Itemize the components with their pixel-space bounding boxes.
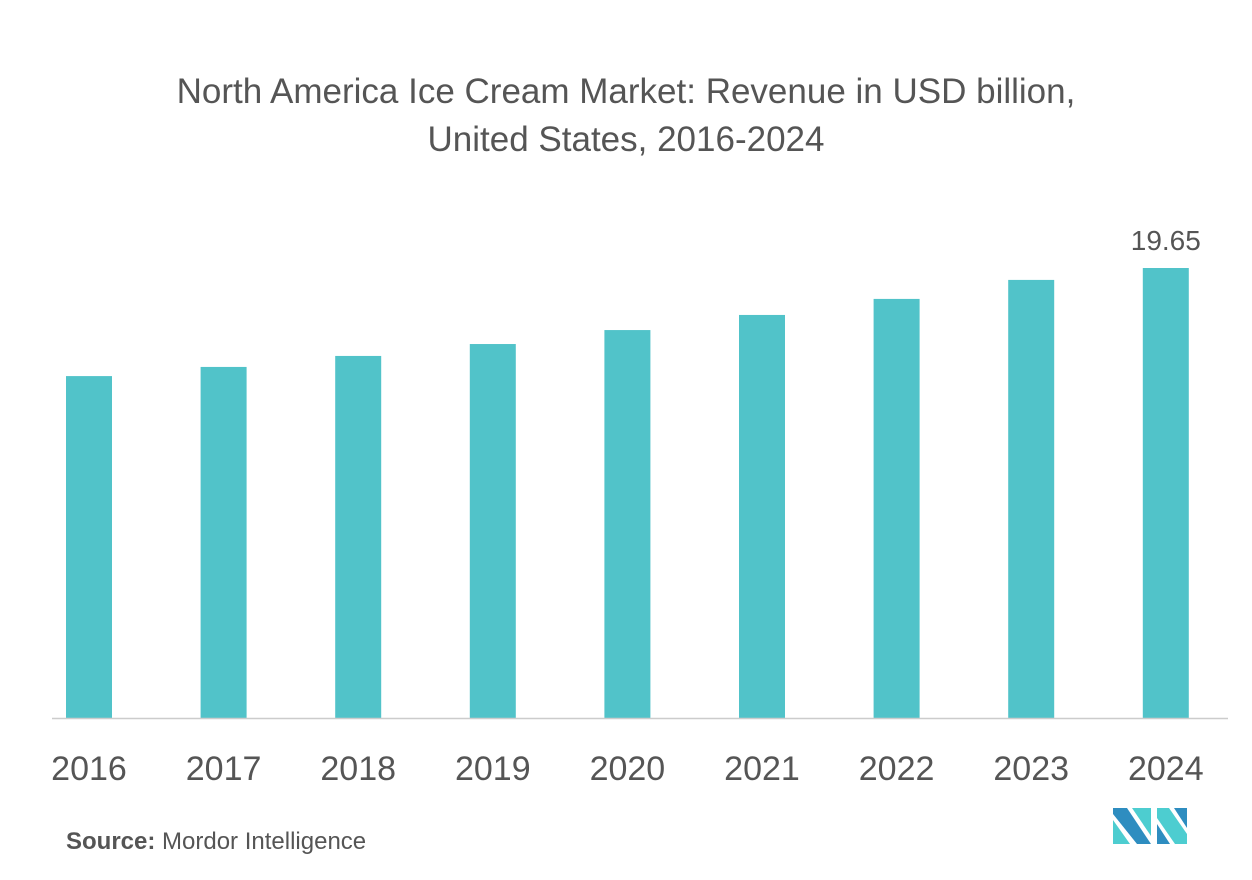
bar-2023 [1008, 279, 1055, 718]
chart-title: North America Ice Cream Market: Revenue … [176, 72, 1076, 111]
bar-2024 [1142, 268, 1189, 718]
x-tick-label: 2019 [455, 750, 531, 788]
x-tick-label: 2022 [859, 750, 935, 788]
x-tick-label: 2024 [1128, 750, 1204, 788]
bar-2017 [200, 366, 247, 718]
bar-2022 [873, 298, 920, 718]
bar-2019 [469, 344, 516, 718]
source-note: Source: Mordor Intelligence [66, 828, 366, 856]
bar-2021 [739, 314, 785, 718]
source-label: Source: [66, 828, 156, 855]
x-tick-label: 2023 [993, 750, 1069, 788]
bar-2018 [335, 355, 382, 718]
x-tick-label: 2020 [590, 750, 666, 788]
data-label: 19.65 [1131, 225, 1201, 256]
x-tick-label: 2016 [51, 750, 127, 788]
x-tick-label: 2021 [724, 750, 800, 788]
x-tick-label: 2018 [320, 750, 396, 788]
source-value: Mordor Intelligence [162, 828, 367, 855]
bar-2020 [604, 330, 651, 718]
chart-subtitle: United States, 2016-2024 [427, 120, 825, 159]
mordor-logo-icon [1113, 808, 1187, 844]
bar-2016 [66, 376, 112, 718]
x-tick-label: 2017 [186, 750, 262, 788]
